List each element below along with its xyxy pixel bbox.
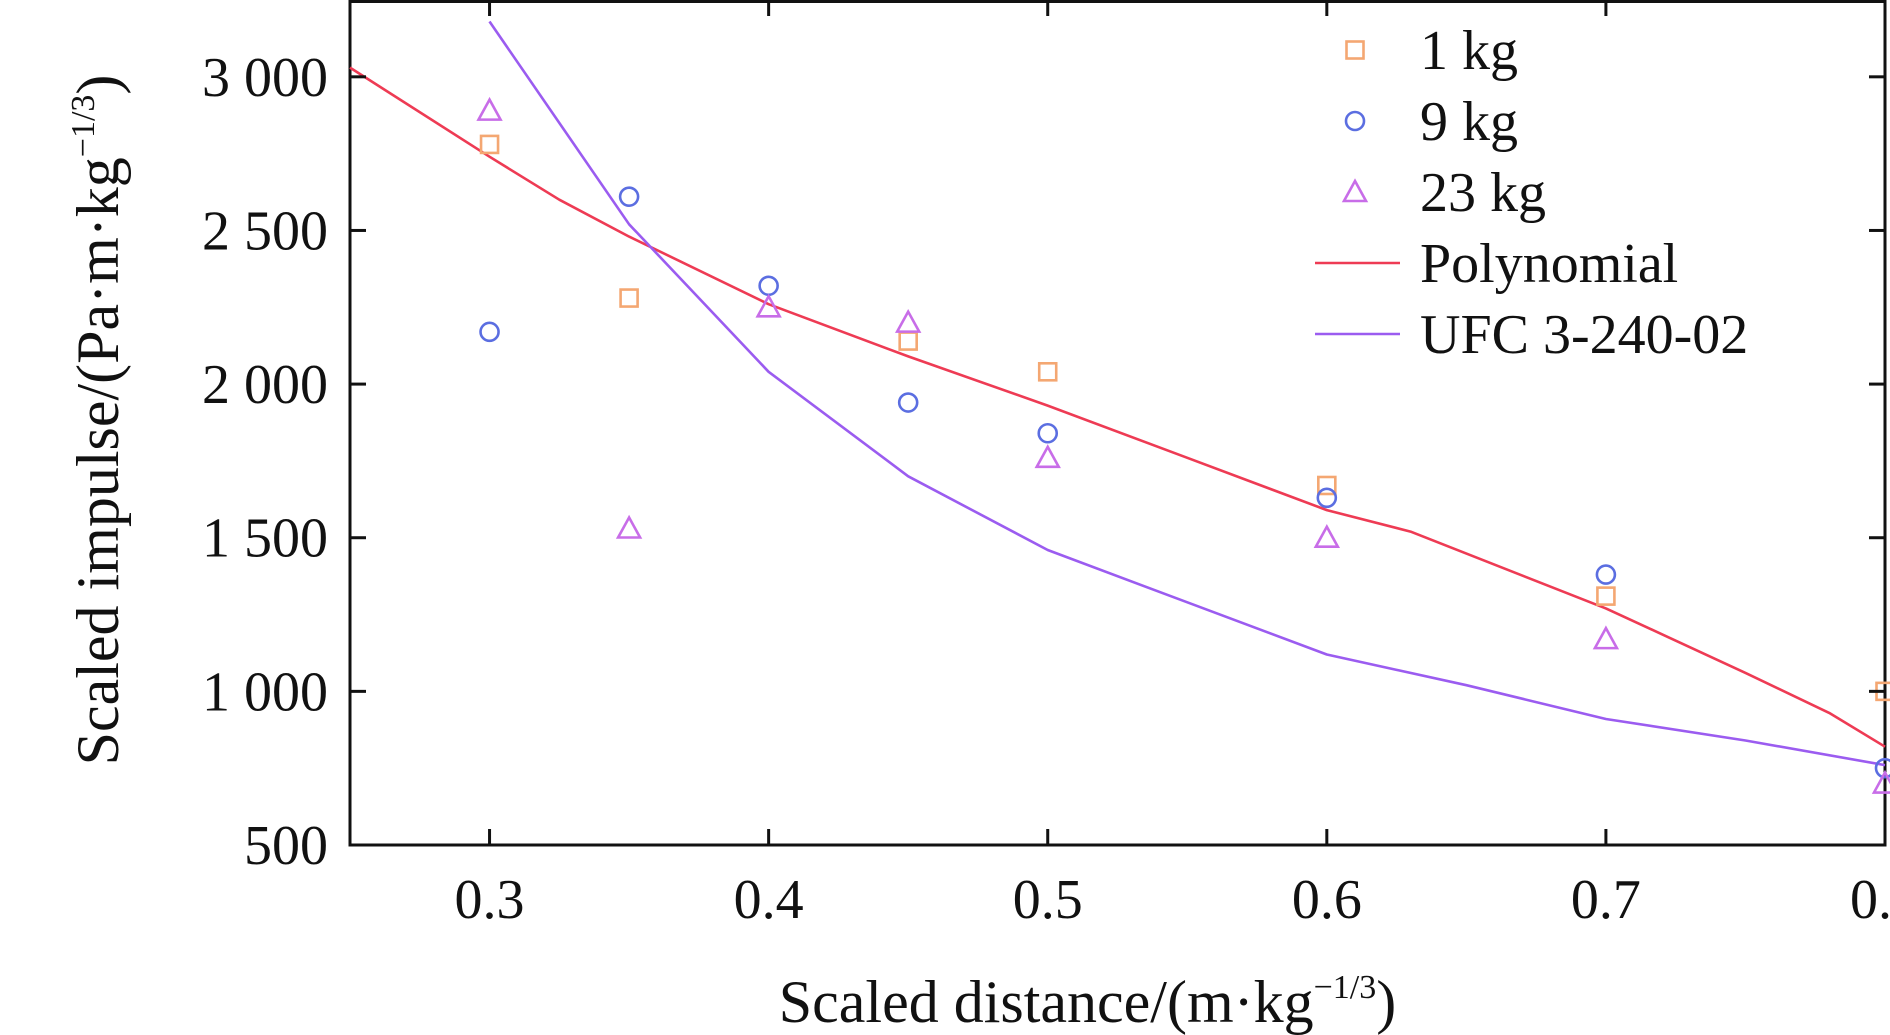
legend-label: Polynomial [1420, 233, 1678, 295]
data-point-circle-0 [479, 321, 500, 343]
data-point-circle-6 [1595, 564, 1617, 585]
y-tick-label: 1 000 [202, 661, 328, 723]
data-point-triangle-5 [1313, 524, 1341, 549]
data-point-circle-7 [1874, 757, 1890, 779]
series-line-4 [488, 20, 1886, 767]
y-axis-title-main: Scaled impulse/(Pa·m·kg [65, 157, 131, 765]
axis-titles: Scaled distance/(m·kg−1/3)Scaled impulse… [65, 75, 1396, 1035]
x-tick-label: 0.3 [455, 869, 525, 931]
y-tick-label: 3 000 [202, 47, 328, 109]
data-point-square-5 [1596, 586, 1616, 606]
x-tick-label: 0.8 [1850, 869, 1890, 931]
data-point-triangle-1 [615, 514, 643, 539]
legend-label: 9 kg [1420, 91, 1518, 153]
data-point-circle-3 [897, 392, 919, 413]
y-tick-label: 1 500 [202, 508, 328, 570]
y-axis-title: Scaled impulse/(Pa·m·kg−1/3) [65, 75, 131, 766]
x-axis-title-close: ) [1376, 969, 1396, 1035]
data-point-triangle-4 [1034, 444, 1061, 469]
data-point-triangle-0 [476, 96, 503, 121]
x-axis-title: Scaled distance/(m·kg−1/3) [779, 969, 1396, 1035]
y-axis-title-superscript: −1/3 [65, 95, 102, 158]
y-tick-label: 500 [244, 815, 328, 877]
data-point-triangle-6 [1592, 625, 1620, 650]
data-point-triangle-2 [755, 293, 782, 318]
legend: 1 kg 9 kg 23 kg Polynomial UFC 3-240-02 [1315, 20, 1748, 366]
data-point-square-3 [1037, 361, 1058, 382]
legend-marker-square [1345, 40, 1365, 60]
series-lines [349, 20, 1886, 767]
data-point-circle-2 [758, 275, 779, 297]
data-point-triangle-7 [1871, 769, 1890, 794]
x-tick-label: 0.6 [1292, 869, 1362, 931]
data-point-circle-4 [1037, 422, 1059, 444]
data-point-square-2 [898, 331, 918, 351]
data-point-circle-5 [1316, 487, 1338, 509]
legend-label: UFC 3-240-02 [1420, 304, 1748, 366]
data-point-circle-1 [618, 186, 640, 207]
legend-marker-triangle [1341, 178, 1369, 203]
x-axis-title-main: Scaled distance/(m·kg [779, 969, 1314, 1035]
legend-label: 1 kg [1420, 20, 1518, 82]
series-markers [476, 96, 1890, 794]
y-axis-title-close: ) [65, 75, 131, 95]
plot-axes [348, 0, 1887, 847]
plot-frame [348, 0, 1887, 847]
data-point-square-0 [479, 134, 500, 155]
axis-ticks: 0.3 0.4 0.5 0.6 0.7 0.8 500 1 000 1 500 2 000 2 50… [202, 0, 1890, 931]
x-tick-label: 0.5 [1013, 869, 1083, 931]
x-tick-label: 0.7 [1571, 869, 1641, 931]
data-point-square-4 [1317, 475, 1337, 496]
data-point-triangle-3 [894, 308, 922, 333]
y-tick-label: 2 500 [202, 200, 328, 262]
legend-marker-circle [1344, 110, 1366, 132]
legend-label: 23 kg [1420, 162, 1546, 224]
x-axis-title-superscript: −1/3 [1314, 969, 1377, 1006]
x-tick-label: 0.4 [734, 869, 804, 931]
series-line-3 [349, 66, 1886, 748]
data-point-square-1 [619, 288, 639, 308]
y-tick-label: 2 000 [202, 354, 328, 416]
